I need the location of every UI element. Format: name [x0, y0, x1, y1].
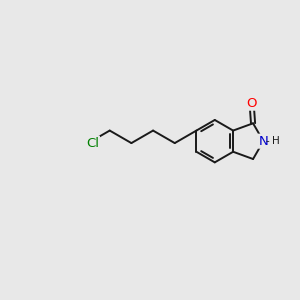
Text: -: -	[265, 136, 269, 146]
Text: Cl: Cl	[86, 136, 99, 150]
Text: H: H	[272, 136, 279, 146]
Text: N: N	[259, 135, 268, 148]
Text: O: O	[246, 97, 257, 110]
